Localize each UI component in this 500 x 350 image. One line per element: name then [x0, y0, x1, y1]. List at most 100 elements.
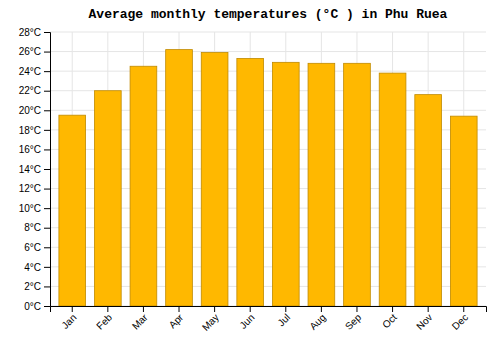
- axis-line: [44, 33, 51, 307]
- tick-mark: [44, 306, 50, 307]
- tick: 2°C: [24, 281, 50, 292]
- grid: [50, 32, 486, 306]
- bar: [379, 73, 406, 306]
- bars: [59, 50, 477, 306]
- tick-mark: [44, 286, 50, 287]
- chart: Jan Feb Mar Apr May Jun Jul Aug Sep Oct Nov Dec 0°C 2…: [0, 0, 500, 350]
- tick-label: 6°C: [24, 242, 41, 253]
- bar: [344, 63, 371, 306]
- tick: 18°C: [19, 125, 50, 136]
- tick-label: 20°C: [19, 105, 41, 116]
- tick-label: 26°C: [19, 46, 41, 57]
- tick-mark: [179, 306, 180, 312]
- tick-mark: [143, 306, 144, 312]
- tick-label: Oct: [380, 312, 399, 331]
- tick-mark: [321, 306, 322, 312]
- tick: Dec: [450, 306, 470, 332]
- tick-mark: [392, 306, 393, 312]
- tick-mark: [44, 110, 50, 111]
- tick: 26°C: [19, 46, 50, 57]
- tick-label: 12°C: [19, 183, 41, 194]
- tick: 16°C: [19, 144, 50, 155]
- grid-line: [50, 71, 486, 72]
- tick: 20°C: [19, 105, 50, 116]
- tick-mark: [44, 228, 50, 229]
- tick-mark: [44, 247, 50, 248]
- tick: Jun: [237, 306, 256, 331]
- tick-label: Sep: [343, 311, 364, 332]
- tick: Jul: [275, 306, 292, 328]
- bar: [201, 53, 228, 306]
- bar: [166, 50, 193, 306]
- tick-label: 8°C: [24, 222, 41, 233]
- tick: 8°C: [24, 222, 50, 233]
- tick: 6°C: [24, 242, 50, 253]
- bar: [59, 115, 86, 306]
- tick-label: 10°C: [19, 203, 41, 214]
- tick: Oct: [380, 306, 399, 330]
- tick-mark: [428, 306, 429, 312]
- tick-mark: [44, 32, 50, 33]
- tick-label: May: [200, 312, 221, 333]
- tick: Jan: [59, 306, 78, 331]
- tick-mark: [214, 306, 215, 312]
- tick-label: Dec: [450, 312, 470, 332]
- tick: 28°C: [19, 27, 50, 38]
- tick-label: Jan: [59, 312, 78, 331]
- tick-mark: [44, 130, 50, 131]
- tick: Sep: [343, 306, 364, 332]
- tick: 12°C: [19, 183, 50, 194]
- tick-mark: [250, 306, 251, 312]
- tick-mark: [44, 91, 50, 92]
- tick-label: 22°C: [19, 85, 41, 96]
- tick-mark: [44, 208, 50, 209]
- tick-label: 14°C: [19, 164, 41, 175]
- tick-label: Feb: [94, 311, 114, 331]
- tick-mark: [463, 306, 464, 312]
- tick: May: [200, 306, 221, 333]
- tick-label: Jun: [237, 312, 256, 331]
- title: Average monthly temperatures (°C ) in Ph…: [89, 7, 448, 22]
- tick: Apr: [167, 306, 186, 330]
- x-axis: Jan Feb Mar Apr May Jun Jul Aug Sep Oct Nov Dec: [51, 306, 487, 333]
- tick-mark: [44, 169, 50, 170]
- tick-label: 4°C: [24, 262, 41, 273]
- bar: [272, 62, 299, 306]
- bar: [450, 116, 477, 306]
- tick: Nov: [414, 306, 434, 332]
- tick-label: Apr: [167, 311, 186, 330]
- tick: 24°C: [19, 66, 50, 77]
- tick-label: 0°C: [24, 301, 41, 312]
- tick: Mar: [130, 306, 150, 332]
- tick-mark: [44, 71, 50, 72]
- tick-mark: [44, 149, 50, 150]
- bar: [94, 91, 121, 306]
- tick: 0°C: [24, 301, 50, 312]
- tick: 14°C: [19, 164, 50, 175]
- tick-label: 16°C: [19, 144, 41, 155]
- bar: [130, 66, 157, 306]
- tick-mark: [356, 306, 357, 312]
- bar: [308, 63, 335, 306]
- tick-mark: [107, 306, 108, 312]
- axis-line: [51, 307, 487, 313]
- tick-mark: [285, 306, 286, 312]
- grid-line: [50, 32, 486, 33]
- tick-mark: [44, 189, 50, 190]
- tick-label: Aug: [307, 312, 327, 332]
- tick-label: 2°C: [24, 281, 41, 292]
- tick: Feb: [94, 306, 114, 332]
- bar: [237, 58, 264, 306]
- tick-mark: [44, 267, 50, 268]
- tick: Aug: [307, 306, 327, 332]
- tick-label: Mar: [130, 311, 150, 331]
- grid-line: [50, 51, 486, 52]
- tick-label: 28°C: [19, 27, 41, 38]
- tick: 10°C: [19, 203, 50, 214]
- tick-label: Jul: [275, 312, 292, 329]
- y-axis: 0°C 2°C 4°C 6°C 8°C 10°C 12°C 14°C 16°C 18°C 20°C 2…: [19, 27, 51, 312]
- tick: 4°C: [24, 262, 50, 273]
- tick-mark: [44, 52, 50, 53]
- tick: 22°C: [19, 85, 50, 96]
- tick-label: Nov: [414, 312, 434, 332]
